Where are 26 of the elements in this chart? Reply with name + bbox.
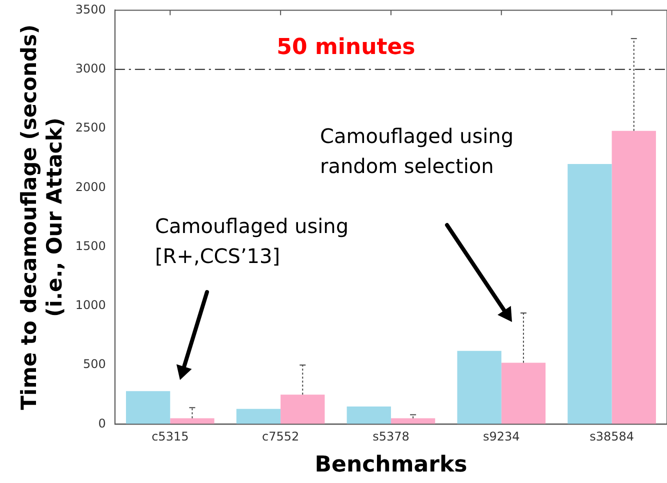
bar bbox=[568, 164, 612, 424]
y-tick-label: 2000 bbox=[75, 180, 106, 194]
y-tick-label: 0 bbox=[98, 416, 106, 430]
bar bbox=[346, 406, 391, 424]
y-tick-label: 3500 bbox=[75, 2, 106, 16]
x-tick-label: c7552 bbox=[262, 430, 300, 444]
x-tick-label: s5378 bbox=[372, 430, 410, 444]
ref-line-label: 50 minutes bbox=[276, 35, 416, 60]
annotation: Camouflaged using random selection bbox=[320, 124, 514, 178]
y-tick-label: 2500 bbox=[75, 120, 106, 135]
bar bbox=[236, 408, 281, 424]
bar bbox=[501, 362, 546, 424]
annotation: Camouflaged using [R+,CCS’13] bbox=[155, 214, 349, 268]
bar bbox=[457, 350, 502, 424]
x-tick-label: s38584 bbox=[590, 430, 634, 444]
bar bbox=[126, 391, 170, 424]
y-tick-label: 500 bbox=[83, 357, 106, 372]
bar bbox=[280, 394, 325, 424]
y-tick-label: 3000 bbox=[75, 61, 106, 76]
x-tick-label: c5315 bbox=[152, 430, 189, 444]
y-axis-title: Time to decamouflage (seconds) (i.e., Our Attack) bbox=[17, 24, 66, 410]
x-axis-title: Benchmarks bbox=[314, 452, 468, 478]
y-tick-label: 1500 bbox=[75, 238, 106, 253]
bar bbox=[612, 130, 656, 424]
x-tick-label: s9234 bbox=[482, 430, 520, 444]
y-tick-label: 1000 bbox=[75, 298, 106, 312]
